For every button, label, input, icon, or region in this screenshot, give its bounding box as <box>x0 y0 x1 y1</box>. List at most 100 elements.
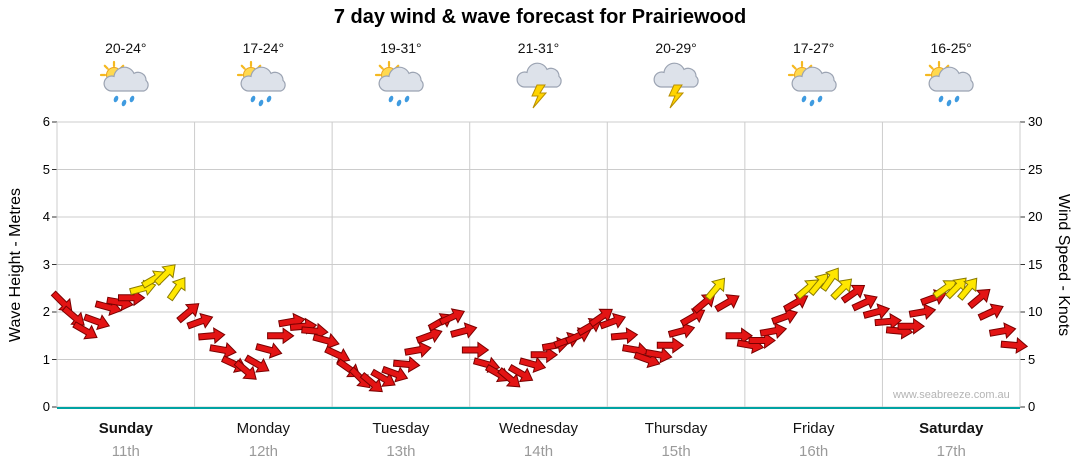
wind-arrow <box>988 322 1017 339</box>
day-temp-range: 17-27° <box>792 40 835 56</box>
y-tick-right: 0 <box>1028 399 1036 414</box>
wind-arrow <box>381 365 409 383</box>
cloud-icon <box>653 62 699 88</box>
wind-arrow <box>977 303 1004 321</box>
y-tick-left: 0 <box>42 399 50 414</box>
rain-drops-icon <box>113 95 135 107</box>
wind-arrow <box>862 303 891 320</box>
y-tick-right: 10 <box>1028 304 1043 319</box>
wind-arrow <box>497 367 521 388</box>
wind-arrow <box>782 294 809 313</box>
day-date: 15th <box>661 443 691 460</box>
lightning-icon <box>530 84 547 109</box>
cloud-icon <box>378 66 424 92</box>
cloud-icon <box>516 62 562 88</box>
wind-arrow <box>507 364 534 383</box>
weather-icon-storm <box>644 60 708 112</box>
y-tick-left: 5 <box>42 161 50 177</box>
wind-arrow <box>83 313 111 331</box>
wind-arrow <box>897 317 925 335</box>
rain-drops-icon <box>938 95 960 107</box>
lightning-icon <box>668 84 685 109</box>
wind-arrow <box>967 288 991 310</box>
day-date: 14th <box>523 443 554 460</box>
y-tick-left: 2 <box>42 304 50 319</box>
wind-arrow <box>840 284 866 304</box>
weather-icon-sun-cloud-rain <box>94 60 158 112</box>
day-date: 16th <box>799 443 829 460</box>
y-tick-left: 6 <box>42 114 50 129</box>
day-name: Friday <box>792 420 835 437</box>
day-temp-range: 21-31° <box>517 40 560 56</box>
wind-arrow <box>359 371 383 393</box>
rain-drops-icon <box>801 95 822 107</box>
wind-arrow <box>176 303 200 324</box>
wind-arrow <box>72 321 98 340</box>
wind-arrow <box>1000 337 1029 354</box>
wind-arrow <box>392 356 421 373</box>
weather-icon-sun-cloud-rain <box>782 60 846 112</box>
weather-icon-storm <box>507 60 571 112</box>
wind-arrow <box>679 308 706 327</box>
y-tick-left: 3 <box>42 256 50 272</box>
y-tick-left: 1 <box>42 351 50 367</box>
wind-arrow-strong <box>153 264 176 287</box>
wind-arrow <box>233 359 257 380</box>
y-tick-right: 20 <box>1028 209 1043 224</box>
cloud-icon <box>928 66 974 92</box>
y-tick-right: 15 <box>1028 256 1043 272</box>
cloud-icon <box>791 66 837 92</box>
wind-arrow-strong <box>830 278 853 301</box>
wind-arrow-strong <box>704 277 726 301</box>
y-tick-left: 4 <box>42 209 50 224</box>
right-axis-label: Wind Speed - Knots <box>1055 193 1072 337</box>
wind-arrow <box>599 312 627 330</box>
wind-arrow <box>209 342 237 359</box>
wind-arrow <box>198 327 226 345</box>
wind-arrow <box>267 327 295 345</box>
wind-arrow <box>714 294 740 313</box>
wind-arrow <box>324 345 351 364</box>
wind-arrow <box>450 322 478 339</box>
wind-arrow <box>255 342 283 359</box>
wind-arrow-strong <box>957 277 978 301</box>
day-name: Tuesday <box>372 420 430 437</box>
day-temp-range: 17-24° <box>242 40 285 56</box>
day-date: 17th <box>936 443 966 460</box>
day-name: Wednesday <box>499 420 578 437</box>
wind-arrow <box>610 327 639 345</box>
page-title: 7 day wind & wave forecast for Prairiewo… <box>333 6 747 28</box>
left-axis-label: Wave Height - Metres <box>7 187 24 343</box>
day-name: Monday <box>236 420 291 437</box>
day-date: 11th <box>111 443 140 460</box>
day-date: 12th <box>248 443 278 460</box>
cloud-icon <box>240 66 287 92</box>
weather-icon-sun-cloud-rain <box>919 60 983 112</box>
wind-arrow <box>244 354 270 373</box>
wind-arrow <box>656 336 685 354</box>
wind-arrow <box>518 356 547 374</box>
weather-icon-sun-cloud-rain <box>369 60 433 112</box>
rain-drops-icon <box>251 95 272 107</box>
rain-drops-icon <box>388 95 410 107</box>
day-temp-range: 20-29° <box>655 40 697 56</box>
wind-arrow <box>186 312 214 330</box>
wind-arrow-strong <box>820 267 839 292</box>
wind-arrow <box>461 341 490 359</box>
wind-arrow <box>438 308 466 326</box>
day-name: Saturday <box>919 420 984 437</box>
watermark: www.seabreeze.com.au <box>893 389 1010 401</box>
weather-icon-sun-cloud-rain <box>231 60 295 112</box>
day-temp-range: 20-24° <box>105 40 147 56</box>
day-temp-range: 19-31° <box>380 40 422 56</box>
y-tick-right: 25 <box>1028 161 1043 177</box>
wind-arrow-strong <box>166 276 186 302</box>
y-tick-right: 5 <box>1028 351 1036 367</box>
wind-arrow <box>61 305 85 326</box>
wind-arrow <box>851 293 878 312</box>
day-date: 13th <box>386 443 416 460</box>
cloud-icon <box>103 66 149 92</box>
day-name: Sunday <box>98 420 153 437</box>
